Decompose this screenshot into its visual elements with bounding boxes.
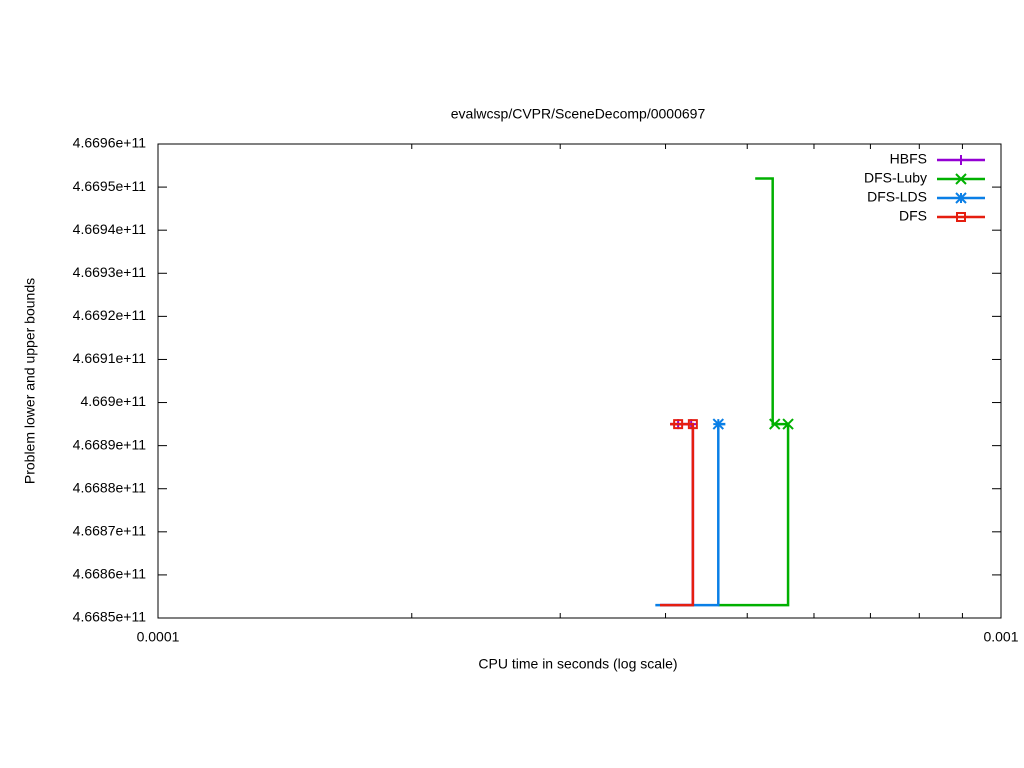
y-tick-label: 4.6686e+11 <box>73 566 147 582</box>
plot-frame <box>157 143 1002 619</box>
legend-marker <box>955 173 967 185</box>
y-tick-label: 4.6685e+11 <box>73 609 147 625</box>
y-tick-label: 4.6694e+11 <box>73 221 147 237</box>
y-tick-label: 4.6696e+11 <box>73 135 147 151</box>
legend-marker <box>955 192 967 204</box>
legend-marker <box>956 212 966 222</box>
y-tick-label: 4.6687e+11 <box>73 523 147 539</box>
x-tick-label: 0.001 <box>983 629 1018 645</box>
marker <box>712 418 725 430</box>
y-tick-label: 4.6692e+11 <box>73 307 147 323</box>
legend-label: HBFS <box>890 151 927 167</box>
marker <box>782 418 794 430</box>
y-tick-label: 4.6689e+11 <box>73 436 147 452</box>
marker <box>769 418 781 430</box>
legend-label: DFS-Luby <box>864 170 927 186</box>
legend-label: DFS <box>899 208 927 224</box>
chart-title: evalwcsp/CVPR/SceneDecomp/0000697 <box>451 106 706 122</box>
y-tick-label: 4.6688e+11 <box>73 479 147 495</box>
marker <box>673 419 684 430</box>
y-tick-label: 4.6695e+11 <box>73 178 147 194</box>
y-axis-label: Problem lower and upper bounds <box>22 278 38 484</box>
x-tick-label: 0.0001 <box>137 629 180 645</box>
y-tick-label: 4.669e+11 <box>80 393 146 409</box>
legend-marker <box>956 155 966 165</box>
y-tick-label: 4.6693e+11 <box>73 264 147 280</box>
series-line <box>718 177 790 607</box>
marker <box>687 419 698 430</box>
y-tick-label: 4.6691e+11 <box>73 350 147 366</box>
legend-label: DFS-LDS <box>867 189 927 205</box>
x-axis-label: CPU time in seconds (log scale) <box>478 656 677 672</box>
